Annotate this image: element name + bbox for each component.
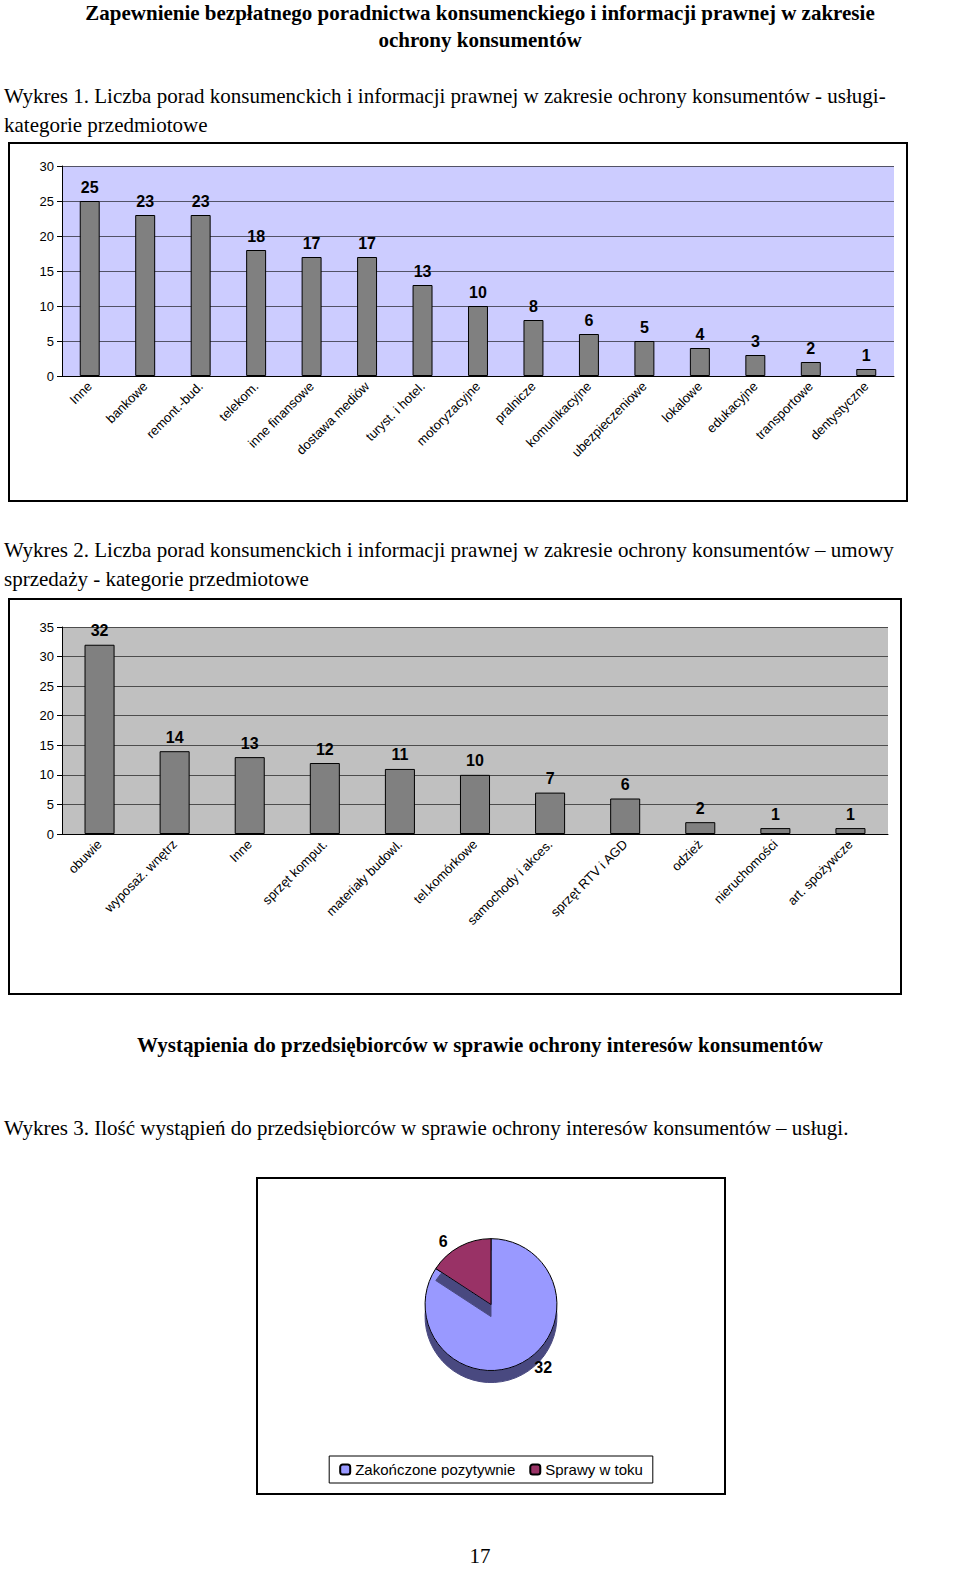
html-text:Wykres 1. Liczba porad konsume: Wykres 1. Liczba porad konsumenckich i i… <box>4 84 886 137</box>
svg-text:25: 25 <box>81 179 99 196</box>
svg-text:telekom.: telekom. <box>216 379 261 424</box>
svg-text:odzież: odzież <box>668 837 705 874</box>
svg-text:inne finansowe: inne finansowe <box>245 378 317 451</box>
svg-text:13: 13 <box>414 263 432 280</box>
svg-text:bankowe: bankowe <box>103 379 150 426</box>
svg-text:6: 6 <box>584 312 593 329</box>
svg-text:18: 18 <box>247 228 265 245</box>
svg-text:ubezpieczeniowe: ubezpieczeniowe <box>569 379 650 460</box>
svg-text:samochody i akces.: samochody i akces. <box>464 837 555 928</box>
svg-text:6: 6 <box>439 1233 448 1250</box>
svg-text:Inne: Inne <box>67 379 95 407</box>
svg-text:17: 17 <box>358 235 376 252</box>
html-text:Wykres 3. Ilość wystąpień do p: Wykres 3. Ilość wystąpień do przedsiębio… <box>4 1116 849 1140</box>
svg-text:Sprawy w toku: Sprawy w toku <box>545 1461 643 1478</box>
svg-text:obuwie: obuwie <box>65 837 105 877</box>
svg-text:25: 25 <box>40 679 54 694</box>
svg-text:12: 12 <box>316 741 334 758</box>
html-text:17: 17 <box>469 1544 491 1568</box>
svg-text:20: 20 <box>40 708 54 723</box>
svg-text:13: 13 <box>241 735 259 752</box>
svg-text:motoryzacyjne: motoryzacyjne <box>413 379 483 449</box>
svg-text:5: 5 <box>47 797 54 812</box>
svg-text:15: 15 <box>40 738 54 753</box>
svg-text:11: 11 <box>391 746 408 763</box>
svg-text:35: 35 <box>40 620 54 635</box>
svg-text:dentystyczne: dentystyczne <box>807 379 871 443</box>
svg-text:6: 6 <box>621 776 630 793</box>
svg-text:20: 20 <box>40 229 54 244</box>
svg-text:5: 5 <box>47 334 54 349</box>
html-text:Wystąpienia do przedsiębiorców: Wystąpienia do przedsiębiorców w sprawie… <box>137 1033 823 1057</box>
svg-text:30: 30 <box>40 649 54 664</box>
svg-text:5: 5 <box>640 319 649 336</box>
svg-text:2: 2 <box>806 340 815 357</box>
svg-text:Inne: Inne <box>227 837 255 865</box>
svg-text:sprzęt RTV i AGD: sprzęt RTV i AGD <box>548 837 631 920</box>
svg-text:1: 1 <box>771 806 780 823</box>
svg-text:17: 17 <box>303 235 321 252</box>
svg-text:4: 4 <box>695 326 704 343</box>
svg-text:10: 10 <box>469 284 487 301</box>
svg-text:3: 3 <box>751 333 760 350</box>
svg-text:32: 32 <box>534 1359 552 1376</box>
svg-text:art. spożywcze: art. spożywcze <box>784 837 855 908</box>
svg-text:1: 1 <box>862 347 871 364</box>
svg-text:1: 1 <box>846 806 855 823</box>
svg-text:turyst. i hotel.: turyst. i hotel. <box>362 378 428 444</box>
svg-text:10: 10 <box>40 767 54 782</box>
svg-text:32: 32 <box>91 622 109 639</box>
svg-text:dostawa mediów: dostawa mediów <box>293 378 372 457</box>
svg-text:remont.-bud.: remont.-bud. <box>143 379 206 442</box>
svg-text:tel.komórkowe: tel.komórkowe <box>410 837 480 907</box>
svg-text:2: 2 <box>696 800 705 817</box>
svg-text:lokalowe: lokalowe <box>659 379 705 425</box>
svg-text:7: 7 <box>546 770 555 787</box>
html-text:Zapewnienie bezpłatnego poradn: Zapewnienie bezpłatnego poradnictwa kons… <box>85 1 875 52</box>
svg-text:15: 15 <box>40 264 54 279</box>
svg-text:10: 10 <box>40 299 54 314</box>
svg-text:wyposaż. wnętrz: wyposaż. wnętrz <box>101 837 180 916</box>
svg-text:10: 10 <box>466 752 484 769</box>
svg-text:25: 25 <box>40 194 54 209</box>
svg-text:nieruchomości: nieruchomości <box>711 837 781 907</box>
svg-text:0: 0 <box>47 369 54 384</box>
svg-text:14: 14 <box>166 729 184 746</box>
svg-text:transportowe: transportowe <box>752 378 817 443</box>
svg-text:Zakończone pozytywnie: Zakończone pozytywnie <box>355 1461 515 1478</box>
svg-text:sprzęt komput.: sprzęt komput. <box>259 837 330 908</box>
svg-text:0: 0 <box>47 827 54 842</box>
svg-text:materiały budowl.: materiały budowl. <box>323 837 405 919</box>
html-text:Wykres 2. Liczba porad konsume: Wykres 2. Liczba porad konsumenckich i i… <box>4 538 894 591</box>
svg-text:edukacyjne: edukacyjne <box>704 379 761 436</box>
svg-text:23: 23 <box>192 193 210 210</box>
svg-text:8: 8 <box>529 298 538 315</box>
svg-text:23: 23 <box>136 193 154 210</box>
svg-text:30: 30 <box>40 159 54 174</box>
svg-text:komunikacyjne: komunikacyjne <box>522 378 595 450</box>
svg-text:pralnicze: pralnicze <box>491 379 538 426</box>
